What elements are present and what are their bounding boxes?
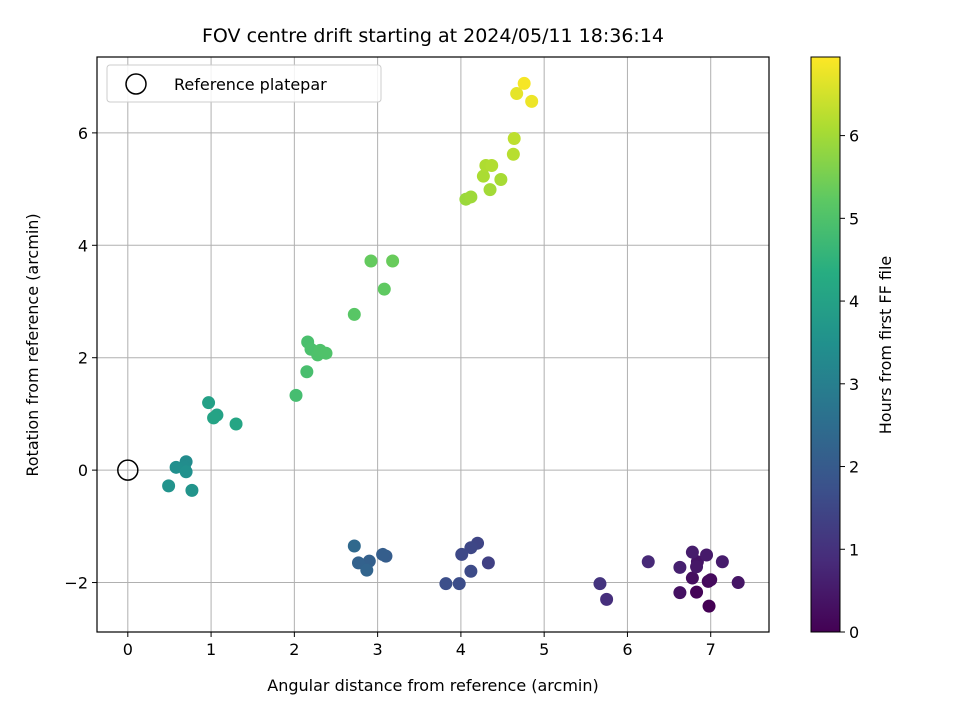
data-point [439, 577, 453, 591]
x-tick-label: 0 [123, 640, 133, 659]
x-axis-label: Angular distance from reference (arcmin) [267, 676, 598, 695]
colorbar-tick-label: 6 [849, 127, 859, 146]
chart-title: FOV centre drift starting at 2024/05/11 … [202, 25, 664, 47]
x-tick-label: 2 [289, 640, 299, 659]
data-point [207, 411, 221, 425]
colorbar-tick-label: 3 [849, 375, 859, 394]
y-tick-label: 4 [78, 236, 88, 255]
data-point [364, 254, 378, 268]
data-point [481, 556, 495, 570]
legend-box [106, 64, 382, 103]
colorbar-label: Hours from first FF file [876, 256, 895, 435]
y-tick-label: 2 [78, 349, 88, 368]
data-point [347, 539, 361, 553]
y-tick-label: 6 [78, 124, 88, 143]
data-point [464, 541, 478, 555]
colorbar-tick-label: 5 [849, 209, 859, 228]
data-point [483, 183, 497, 197]
plot-frame [96, 56, 770, 633]
data-point [702, 599, 716, 613]
y-axis-label: Rotation from reference (arcmin) [23, 213, 42, 476]
data-point [506, 147, 520, 161]
data-point [673, 560, 687, 574]
data-point [377, 282, 391, 296]
data-point [347, 307, 361, 321]
x-tick-label: 5 [539, 640, 549, 659]
reference-marker-layer [117, 459, 139, 481]
colorbar [810, 56, 841, 633]
legend-reference-marker [125, 73, 147, 95]
x-tick-label: 6 [622, 640, 632, 659]
data-point [485, 158, 499, 172]
data-point [510, 87, 524, 101]
data-point [685, 545, 699, 559]
data-point [731, 576, 745, 590]
data-point [386, 254, 400, 268]
x-tick-label: 3 [373, 640, 383, 659]
data-point [600, 592, 614, 606]
legend-entry-reference-platepar: Reference platepar [174, 75, 327, 94]
data-point [517, 76, 531, 90]
data-point [525, 94, 539, 108]
colorbar-tick-label: 2 [849, 458, 859, 477]
legend: Reference platepar [106, 64, 382, 103]
x-tick-label: 7 [706, 640, 716, 659]
data-point [715, 555, 729, 569]
x-tick-label: 1 [206, 640, 216, 659]
colorbar-ticks: 0 1 2 3 4 5 6 [840, 127, 859, 642]
data-point [464, 564, 478, 578]
data-point [685, 571, 699, 585]
data-point [162, 479, 176, 493]
data-point [185, 483, 199, 497]
scatter-points [162, 76, 745, 613]
data-point [704, 573, 718, 587]
data-point [289, 388, 303, 402]
reference-platepar-marker [117, 459, 139, 481]
data-point [319, 346, 333, 360]
colorbar-tick-label: 0 [849, 623, 859, 642]
data-point [507, 132, 521, 146]
data-point [229, 417, 243, 431]
colorbar-tick-label: 1 [849, 540, 859, 559]
data-point [360, 563, 374, 577]
data-point [202, 396, 216, 410]
data-point [452, 577, 466, 591]
x-tick-label: 4 [456, 640, 466, 659]
x-axis-ticks: 0 1 2 3 4 5 6 7 [123, 632, 716, 659]
data-point [690, 560, 704, 574]
y-tick-label: 0 [78, 461, 88, 480]
y-axis-ticks: −2 0 2 4 6 [64, 124, 97, 593]
data-point [169, 460, 183, 474]
colorbar-tick-label: 4 [849, 292, 859, 311]
data-point [179, 465, 193, 479]
data-point [700, 548, 714, 562]
data-point [476, 169, 490, 183]
data-point [455, 547, 469, 561]
data-point [690, 585, 704, 599]
data-point [593, 577, 607, 591]
data-point [641, 555, 655, 569]
data-point [376, 547, 390, 561]
grid-lines [97, 57, 769, 632]
data-point [494, 173, 508, 187]
data-point [673, 586, 687, 600]
data-point [300, 365, 314, 379]
y-tick-label: −2 [64, 574, 88, 593]
data-point [464, 190, 478, 204]
